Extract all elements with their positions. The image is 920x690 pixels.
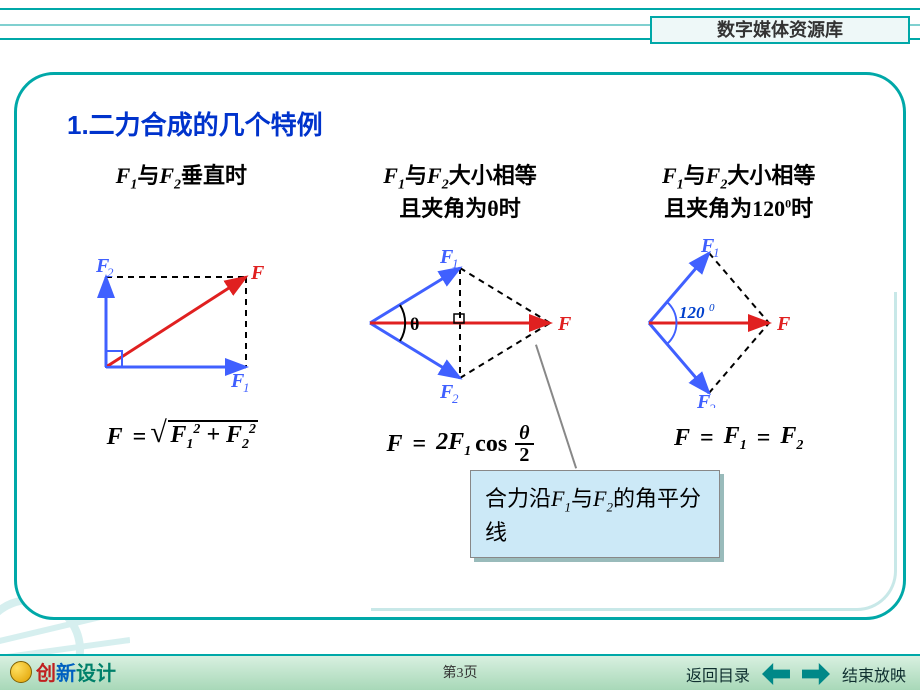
case1-diagram: F 2 F F 1 [51,237,311,407]
case-perpendicular: F1与F2垂直时 [47,162,316,465]
next-arrow-icon[interactable] [802,663,830,685]
footer-buttons: 返回目录 结束放映 [686,662,906,686]
header-label: 数字媒体资源库 [650,16,910,44]
prev-arrow-icon[interactable] [762,663,790,685]
case1-heading: F1与F2垂直时 [116,162,247,222]
toc-button[interactable]: 返回目录 [686,662,750,686]
case2-formula: F = 2F1cos θ2 [386,423,533,465]
logo: 创新设计 [10,657,116,686]
case-equal-120: F1与F2大小相等且夹角为1200时 120 0 F 1 F 2 F [604,162,873,465]
svg-text:F: F [776,313,791,335]
svg-text:2: 2 [709,401,716,408]
columns: F1与F2垂直时 [47,162,873,465]
svg-text:120: 120 [679,303,705,322]
section-title: 1.二力合成的几个特例 [67,105,873,142]
top-bar: 数字媒体资源库 [0,8,920,40]
svg-text:F: F [557,313,572,335]
svg-text:1: 1 [452,256,459,271]
svg-text:F: F [250,262,265,284]
logo-icon [10,661,32,683]
case3-diagram: 120 0 F 1 F 2 F [609,238,869,408]
case2-diagram: θ F 1 F 2 F [330,238,590,408]
logo-text: 创新设计 [36,657,116,686]
slide-card: 1.二力合成的几个特例 F1与F2垂直时 [14,72,906,620]
svg-text:1: 1 [713,245,720,260]
page-number: 第3页 [443,662,478,682]
svg-text:θ: θ [410,314,419,334]
svg-text:2: 2 [452,391,459,406]
callout-box: 合力沿F1与F2的角平分线 [470,470,720,558]
case2-heading: F1与F2大小相等且夹角为θ时 [383,162,536,223]
case-equal-theta: F1与F2大小相等且夹角为θ时 θ F 1 F 2 F [326,162,595,465]
case3-formula: F = F1 = F2 [674,423,803,454]
svg-text:0: 0 [709,302,715,314]
footer-bar: 创新设计 第3页 返回目录 结束放映 [0,654,920,690]
case1-formula: F = F12 + F22 [107,422,256,453]
svg-text:2: 2 [107,265,114,280]
case3-heading: F1与F2大小相等且夹角为1200时 [662,162,815,223]
end-show-button[interactable]: 结束放映 [842,662,906,686]
svg-text:1: 1 [243,380,250,395]
